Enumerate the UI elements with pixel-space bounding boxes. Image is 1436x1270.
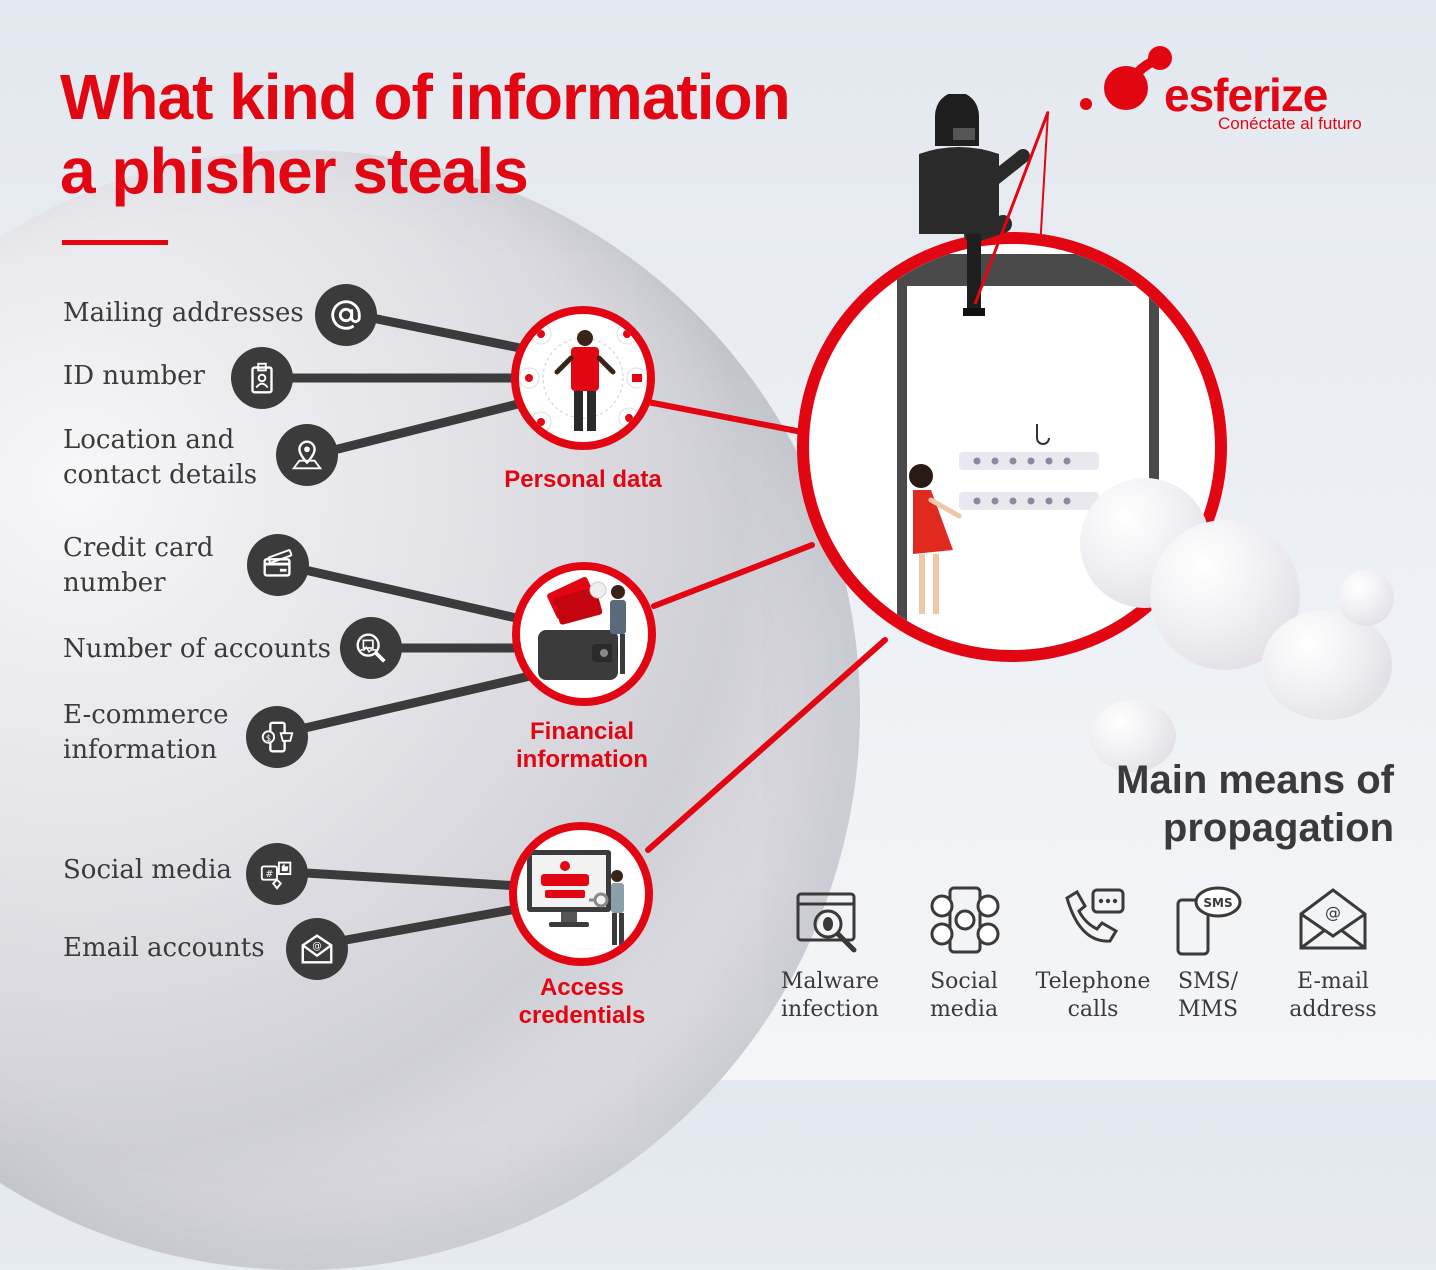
social-phone-icon xyxy=(930,886,1000,954)
ecommerce-phone-icon: $ xyxy=(246,706,308,768)
telephone-icon xyxy=(1065,888,1125,943)
esferize-logo-mark xyxy=(1080,46,1172,110)
item-label-number-of-accounts: Number of accounts xyxy=(63,634,331,664)
means-label-email: E-mail address xyxy=(1289,969,1377,1022)
means-item-malware: Malware infection xyxy=(765,884,895,1024)
means-label-telephone: Telephone calls xyxy=(1035,969,1151,1022)
at-sign-icon xyxy=(315,284,377,346)
means-item-social-media: Social media xyxy=(899,884,1029,1024)
means-item-email: @ E-mail address xyxy=(1268,884,1398,1024)
category-label-access-credentials: Access credentials xyxy=(518,974,646,1029)
social-media-icon: # xyxy=(246,843,308,905)
credit-card-icon xyxy=(247,534,309,596)
item-label-social-media: Social media xyxy=(63,855,232,885)
account-search-icon xyxy=(340,617,402,679)
item-label-ecommerce: E-commerce information xyxy=(63,700,229,765)
svg-text:SMS: SMS xyxy=(1203,896,1232,910)
category-label-personal-data: Personal data xyxy=(504,466,662,493)
title-underline xyxy=(62,240,168,245)
means-label-malware: Malware infection xyxy=(780,969,880,1022)
brand-name: esferize xyxy=(1164,69,1328,121)
means-title: Main means of propagation xyxy=(1116,758,1394,850)
email-envelope-icon: @ xyxy=(286,918,348,980)
svg-text:#: # xyxy=(265,869,273,880)
item-label-id-number: ID number xyxy=(63,361,205,391)
hacker-figure xyxy=(919,94,1050,316)
sms-phone-icon: SMS xyxy=(1176,886,1242,956)
category-label-financial-information: Financial information xyxy=(516,718,648,773)
bubble-decoration xyxy=(1262,610,1392,720)
brand-tagline: Conéctate al futuro xyxy=(1218,114,1362,133)
svg-text:@: @ xyxy=(1325,903,1341,922)
means-item-telephone: Telephone calls xyxy=(1028,884,1158,1024)
bubble-decoration xyxy=(1338,570,1394,626)
item-label-mailing-addresses: Mailing addresses xyxy=(63,298,304,328)
svg-text:@: @ xyxy=(312,941,322,952)
map-pin-icon xyxy=(276,424,338,486)
id-badge-icon xyxy=(231,347,293,409)
financial-information-illustration xyxy=(512,562,656,706)
item-label-location: Location and contact details xyxy=(63,425,258,490)
svg-text:$: $ xyxy=(266,734,271,744)
means-label-sms: SMS/ MMS xyxy=(1177,969,1239,1022)
means-label-social-media: Social media xyxy=(929,969,999,1022)
bubble-decoration xyxy=(1090,700,1176,772)
access-credentials-illustration xyxy=(509,822,653,966)
malware-bug-icon xyxy=(796,892,857,953)
item-label-credit-card: Credit card number xyxy=(63,533,214,598)
means-item-sms: SMS SMS/ MMS xyxy=(1143,884,1273,1024)
page-title: What kind of information a phisher steals xyxy=(60,61,791,207)
personal-data-illustration xyxy=(511,306,655,450)
email-icon: @ xyxy=(1299,888,1367,950)
item-label-email-accounts: Email accounts xyxy=(63,933,265,963)
